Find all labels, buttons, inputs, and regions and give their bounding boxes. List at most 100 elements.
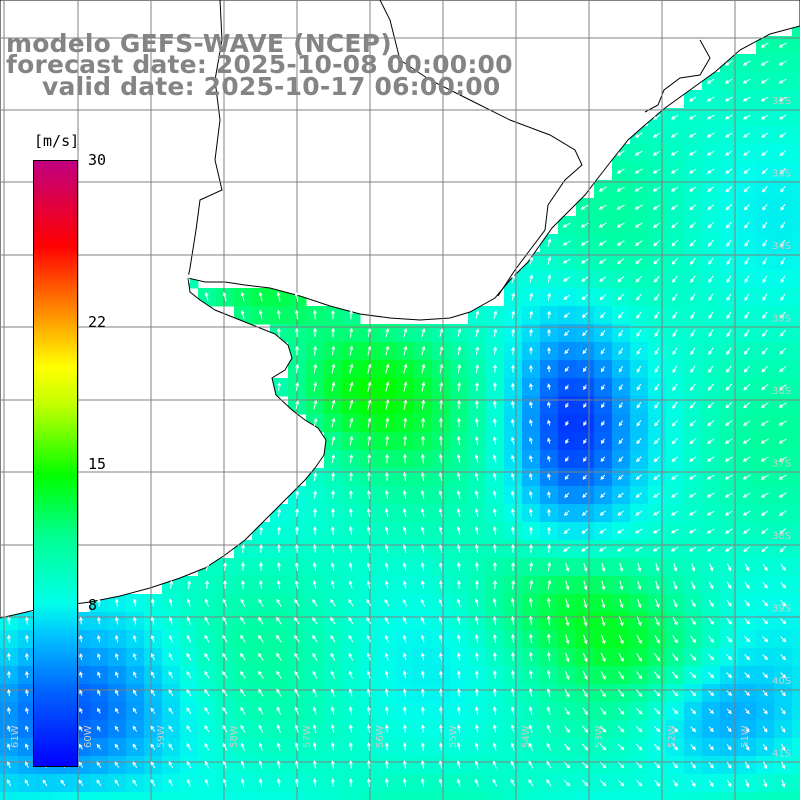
wind-arrow xyxy=(420,616,425,625)
wind-arrow xyxy=(294,309,299,320)
wind-arrow xyxy=(617,293,624,301)
wind-arrow xyxy=(312,544,317,553)
wind-arrow xyxy=(583,634,588,645)
wind-arrow xyxy=(654,744,661,751)
wind-arrow xyxy=(331,381,336,392)
wind-speed-cell xyxy=(108,792,127,800)
wind-arrow xyxy=(655,580,660,590)
wind-arrow xyxy=(420,489,425,500)
wind-arrow xyxy=(761,365,769,373)
wind-arrow xyxy=(438,688,443,697)
wind-arrow xyxy=(564,348,570,355)
wind-arrow xyxy=(742,438,751,444)
wind-arrow xyxy=(599,528,607,534)
wind-arrow xyxy=(778,96,787,102)
wind-arrow xyxy=(312,688,318,697)
wind-arrow xyxy=(384,742,389,751)
wind-arrow xyxy=(778,384,787,391)
wind-arrow xyxy=(348,616,354,625)
wind-arrow xyxy=(725,365,732,373)
wind-arrow xyxy=(456,508,461,517)
wind-arrow xyxy=(456,652,461,661)
wind-arrow xyxy=(438,526,443,535)
wind-arrow xyxy=(528,526,533,535)
wind-arrow xyxy=(25,743,29,750)
wind-arrow xyxy=(582,330,588,337)
wind-arrow xyxy=(779,528,787,535)
wind-arrow xyxy=(186,274,191,283)
wind-arrow xyxy=(150,761,156,769)
wind-arrow xyxy=(312,706,317,715)
wind-speed-cell xyxy=(792,522,800,541)
wind-arrow xyxy=(474,634,479,643)
wind-arrow xyxy=(456,472,461,482)
wind-arrow xyxy=(618,652,624,662)
wind-arrow xyxy=(547,365,551,372)
wind-arrow xyxy=(763,761,768,770)
wind-arrow xyxy=(366,508,371,517)
wind-arrow xyxy=(438,652,443,661)
wind-arrow xyxy=(402,778,407,787)
wind-arrow xyxy=(742,60,751,66)
wind-arrow xyxy=(528,706,533,715)
wind-arrow xyxy=(708,708,714,715)
wind-arrow xyxy=(725,150,733,156)
wind-arrow xyxy=(366,599,372,607)
wind-arrow xyxy=(331,327,336,338)
wind-arrow xyxy=(510,382,515,391)
wind-arrow xyxy=(672,365,678,374)
wind-speed-cell xyxy=(792,648,800,667)
wind-speed-cell xyxy=(738,792,757,800)
wind-arrow xyxy=(634,150,643,156)
wind-arrow xyxy=(348,688,353,697)
wind-arrow xyxy=(492,688,497,697)
land-area xyxy=(0,0,800,619)
wind-arrow xyxy=(97,707,101,714)
wind-arrow xyxy=(529,544,534,553)
wind-arrow xyxy=(331,309,335,320)
wind-arrow xyxy=(580,258,589,264)
wind-arrow xyxy=(115,689,119,696)
wind-arrow xyxy=(547,455,551,462)
wind-arrow xyxy=(276,634,282,643)
wind-arrow xyxy=(295,508,300,517)
wind-arrow xyxy=(511,274,516,283)
wind-arrow xyxy=(475,364,480,373)
coast-detail-1 xyxy=(644,39,711,113)
wind-arrow xyxy=(546,490,551,499)
wind-arrow xyxy=(492,400,497,409)
wind-arrow xyxy=(600,366,605,373)
wind-arrow xyxy=(780,275,786,283)
wind-arrow xyxy=(168,761,174,769)
wind-arrow xyxy=(635,707,643,715)
wind-arrow xyxy=(312,598,318,607)
wind-speed-cell xyxy=(270,792,289,800)
wind-arrow xyxy=(367,471,371,482)
wind-arrow xyxy=(420,634,425,643)
wind-arrow xyxy=(331,453,336,464)
wind-arrow xyxy=(724,528,733,534)
wind-arrow xyxy=(582,743,589,751)
wind-arrow xyxy=(582,707,588,716)
wind-arrow xyxy=(168,616,173,625)
wind-arrow xyxy=(779,329,786,337)
wind-arrow xyxy=(312,670,318,679)
wind-arrow xyxy=(384,688,389,697)
wind-arrow xyxy=(726,275,732,283)
wind-arrow xyxy=(348,526,353,535)
wind-arrow xyxy=(132,707,138,714)
wind-arrow xyxy=(313,345,318,356)
wind-arrow xyxy=(654,383,660,391)
wind-arrow xyxy=(690,708,697,715)
wind-arrow xyxy=(511,364,515,373)
wind-speed-cell xyxy=(720,792,739,800)
wind-speed-cell xyxy=(792,738,800,757)
wind-arrow xyxy=(474,706,479,715)
wind-arrow xyxy=(583,598,588,609)
wind-arrow xyxy=(204,652,210,661)
wind-arrow xyxy=(635,510,643,516)
wind-arrow xyxy=(654,761,661,769)
wind-arrow xyxy=(599,294,607,301)
wind-arrow xyxy=(366,670,371,679)
